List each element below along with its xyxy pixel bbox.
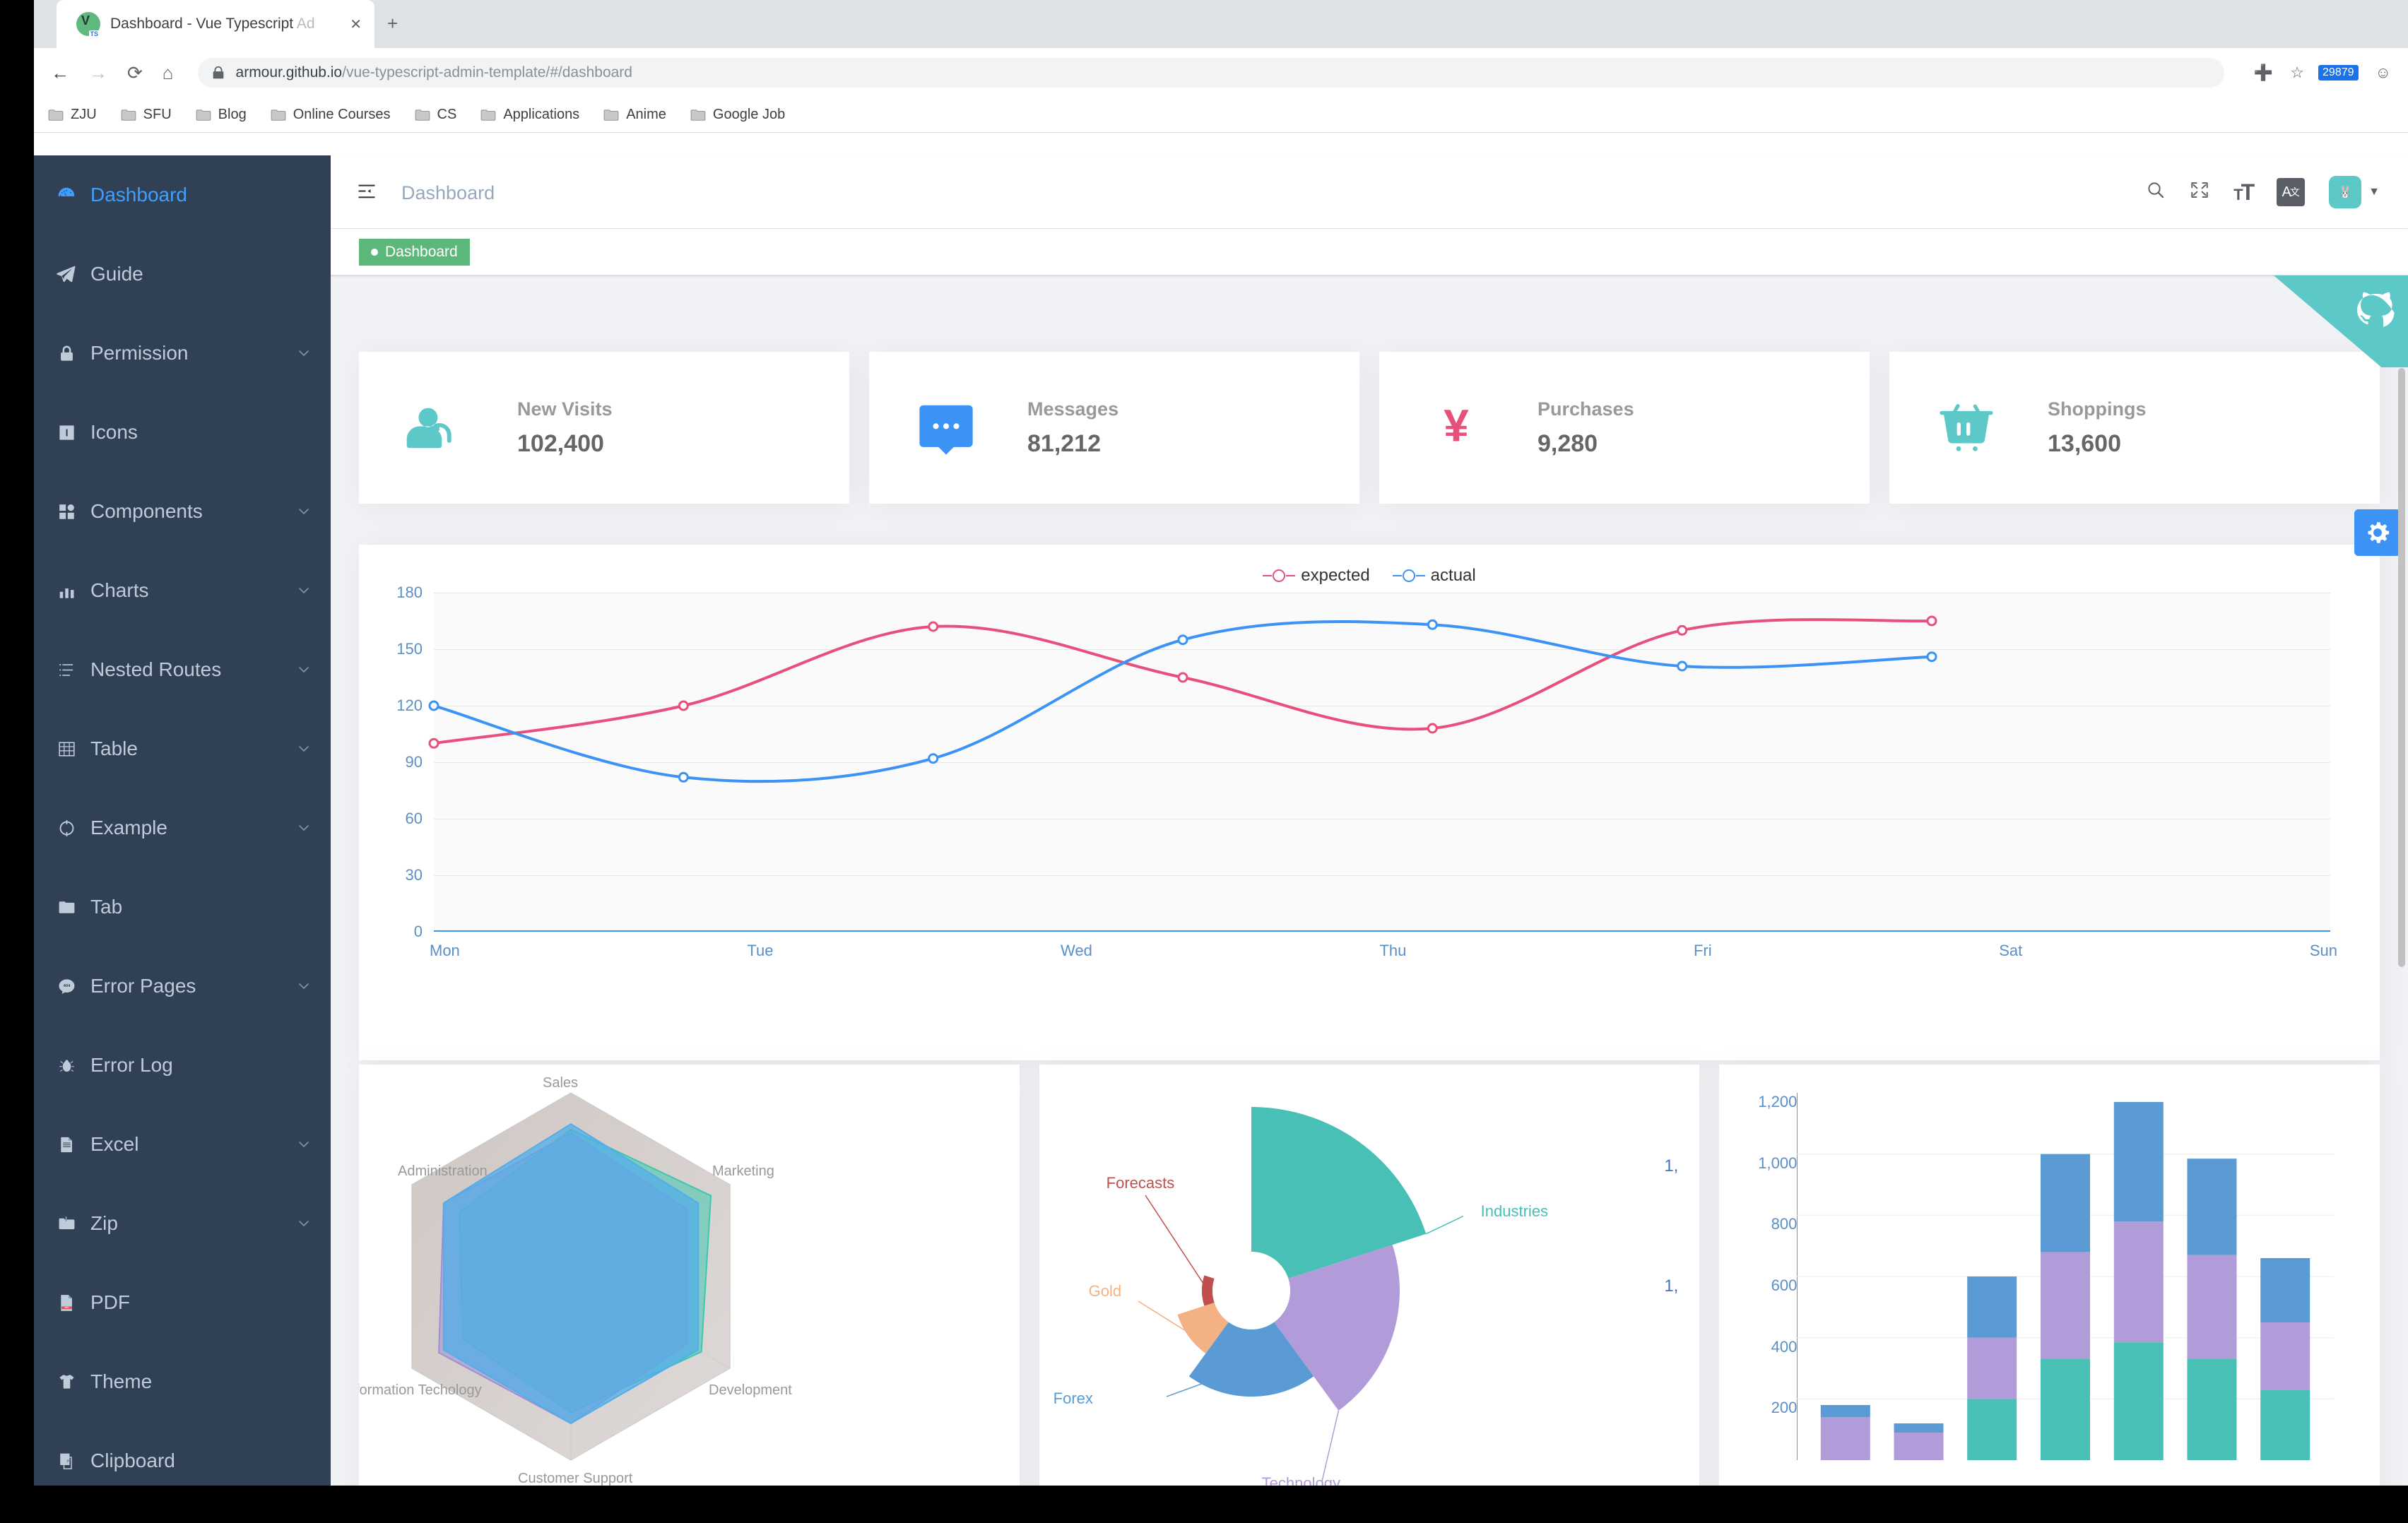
svg-text:¥: ¥ xyxy=(1444,400,1469,451)
svg-text:I: I xyxy=(65,427,68,439)
svg-text:404: 404 xyxy=(63,984,70,988)
svg-text:PDF: PDF xyxy=(64,1306,69,1309)
